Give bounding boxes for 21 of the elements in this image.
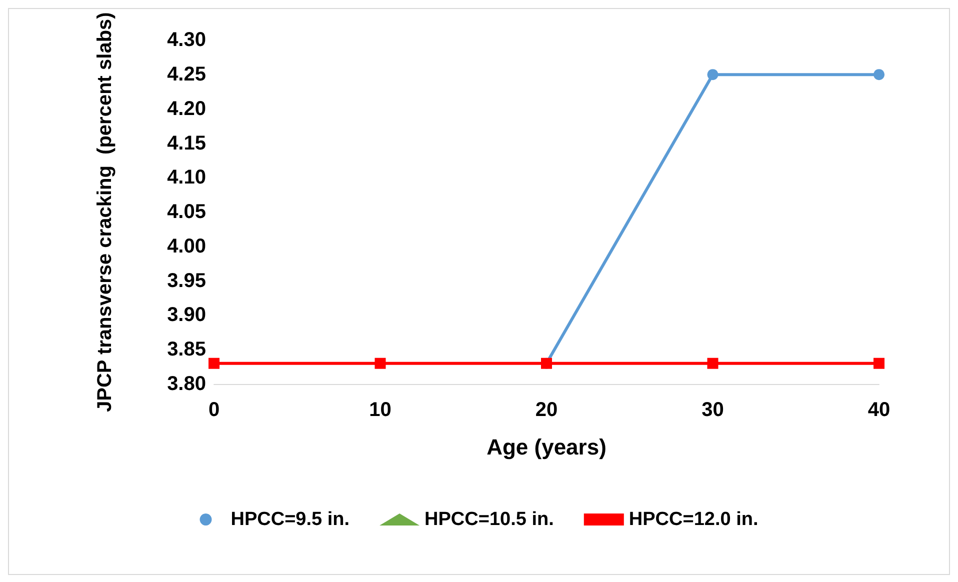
y-tick-label: 4.00 — [167, 235, 206, 258]
y-tick-label: 3.95 — [167, 270, 206, 292]
x-tick-label: 40 — [868, 399, 890, 421]
legend-label: HPCC=12.0 in. — [628, 509, 758, 530]
y-tick-label: 3.80 — [167, 373, 206, 395]
y-tick-label: 3.85 — [167, 338, 206, 361]
y-tick-label: 4.10 — [167, 166, 206, 189]
x-tick-label: 20 — [535, 399, 558, 421]
y-tick-label: 4.25 — [167, 64, 206, 86]
x-tick-label: 30 — [702, 399, 724, 421]
y-tick-label: 4.15 — [167, 132, 206, 154]
x-axis-title: Age (years) — [486, 434, 606, 460]
x-tick-label: 0 — [208, 399, 220, 421]
y-tick-label: 4.05 — [167, 201, 206, 224]
x-tick-label: 10 — [369, 399, 392, 421]
y-tick-label: 3.90 — [167, 304, 206, 326]
legend-label: HPCC=10.5 in. — [424, 509, 554, 530]
y-tick-label: 4.30 — [167, 29, 206, 52]
legend-label: HPCC=9.5 in. — [230, 509, 350, 530]
y-tick-label: 4.20 — [167, 98, 206, 120]
y-axis-title: JPCP transverse cracking (percent slabs) — [94, 12, 116, 412]
